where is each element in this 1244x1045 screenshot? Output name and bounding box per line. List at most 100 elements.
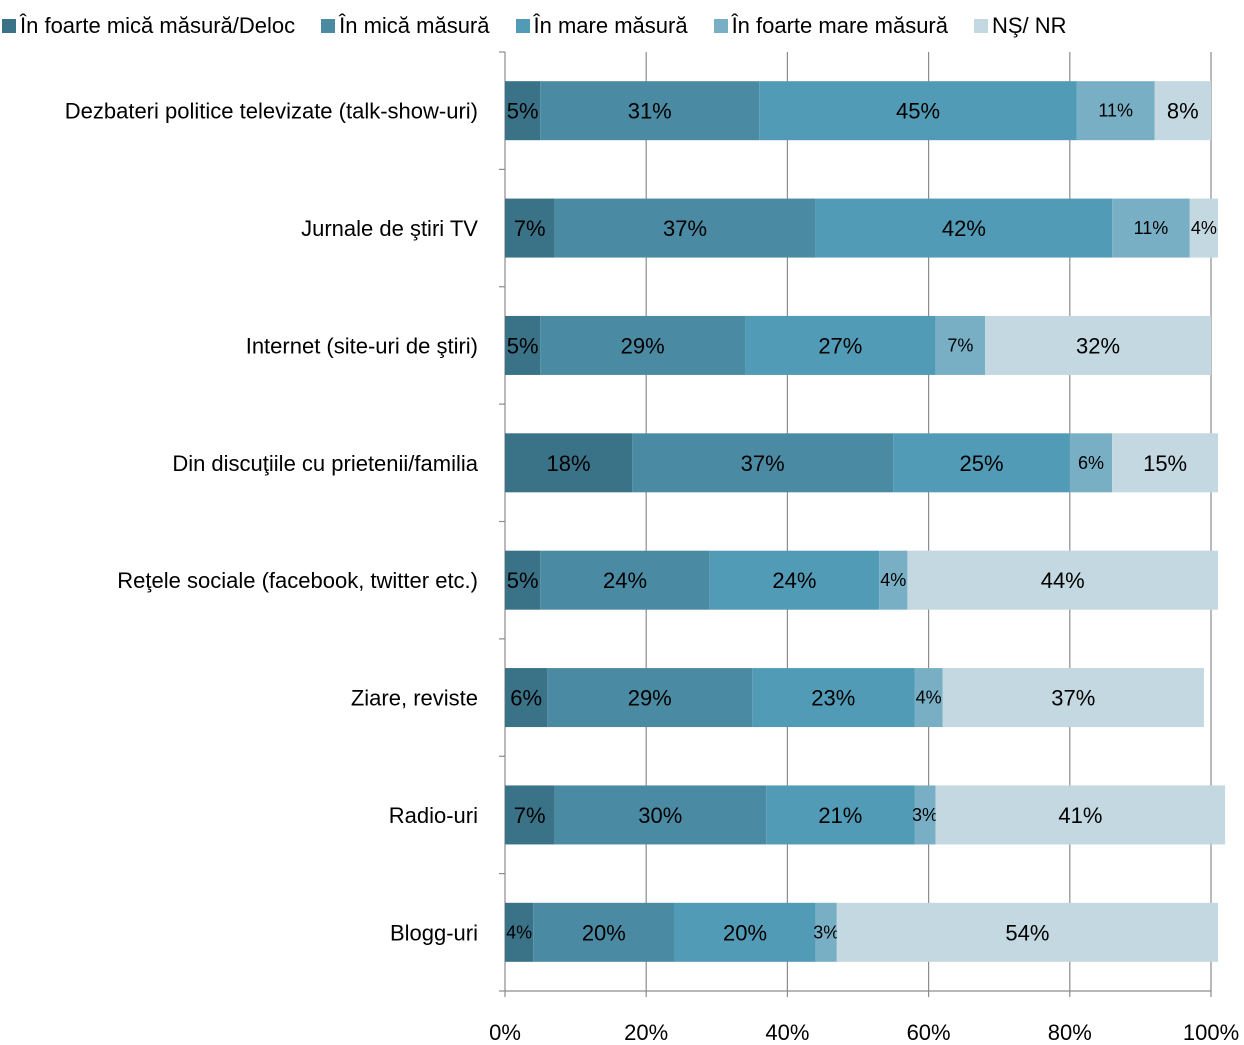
data-label: 24% [603, 568, 647, 593]
legend-swatch-ns-nr [974, 19, 988, 33]
data-label: 41% [1058, 803, 1102, 828]
bar-segment [815, 902, 837, 962]
legend-item-foarte-mica: În foarte mică măsură/Deloc [2, 13, 295, 39]
x-tick-label: 40% [765, 1020, 809, 1045]
legend-item-mica: În mică măsură [321, 13, 490, 39]
data-label: 37% [1051, 686, 1095, 711]
data-label: 29% [628, 686, 672, 711]
bar-segment [505, 785, 555, 845]
legend-item-foarte-mare: În foarte mare măsură [713, 13, 948, 39]
data-label: 27% [818, 333, 862, 358]
bar-segment [505, 198, 555, 258]
bar-segment [914, 668, 943, 728]
bar-segment [1112, 433, 1219, 493]
bar-segment [766, 785, 915, 845]
bar-segment [1189, 198, 1219, 258]
data-label: 4% [1191, 218, 1217, 238]
data-label: 4% [880, 570, 906, 590]
legend-swatch-mare [515, 19, 530, 33]
legend-label-foarte-mare: În foarte mare măsură [731, 13, 948, 38]
bar-segment [554, 198, 816, 258]
bar-segment [985, 315, 1211, 375]
bar-segment [893, 433, 1070, 493]
chart-legend: În foarte mică măsură/Deloc În mică măsu… [0, 10, 1244, 42]
data-label: 37% [741, 451, 785, 476]
bar-segment [547, 668, 753, 728]
data-label: 11% [1134, 218, 1169, 238]
data-label: 7% [514, 216, 546, 241]
data-label: 3% [813, 922, 839, 942]
data-label: 30% [638, 803, 682, 828]
data-label: 44% [1041, 568, 1085, 593]
data-label: 25% [960, 451, 1004, 476]
data-label: 11% [1098, 101, 1133, 121]
data-label: 15% [1143, 451, 1187, 476]
bar-segment [914, 785, 936, 845]
bar-segment [935, 315, 986, 375]
bar-segment [1076, 81, 1155, 141]
category-label: Radio-uri [389, 803, 478, 828]
data-label: 29% [621, 333, 665, 358]
bar-segment [505, 668, 548, 728]
data-label: 54% [1005, 920, 1049, 945]
category-label: Dezbateri politice televizate (talk-show… [65, 99, 478, 124]
bar-segment [554, 785, 767, 845]
category-label: Ziare, reviste [351, 686, 478, 711]
data-label: 7% [947, 335, 973, 355]
bar-segment [505, 902, 534, 962]
x-tick-label: 100% [1183, 1020, 1239, 1045]
bar-segment [815, 198, 1113, 258]
data-label: 4% [506, 922, 532, 942]
bar-segment [505, 81, 541, 141]
data-label: 5% [507, 568, 539, 593]
data-label: 42% [942, 216, 986, 241]
bar-segment [759, 81, 1077, 141]
category-label: Reţele sociale (facebook, twitter etc.) [117, 568, 478, 593]
bar-segment [935, 785, 1226, 845]
data-label: 18% [547, 451, 591, 476]
bar-segment [540, 315, 746, 375]
data-label: 4% [916, 688, 942, 708]
bar-segment [745, 315, 936, 375]
bar-segment [540, 550, 710, 610]
data-label: 20% [582, 920, 626, 945]
bar-segment [752, 668, 915, 728]
x-tick-label: 60% [907, 1020, 951, 1045]
bar-segment [907, 550, 1219, 610]
legend-swatch-foarte-mare [713, 19, 728, 33]
category-label: Din discuţiile cu prietenii/familia [172, 451, 478, 476]
x-tick-label: 0% [489, 1020, 521, 1045]
category-label: Jurnale de ştiri TV [301, 216, 478, 241]
bar-segment [1069, 433, 1113, 493]
data-label: 5% [507, 99, 539, 124]
data-label: 8% [1167, 99, 1199, 124]
category-label: Internet (site-uri de ştiri) [246, 333, 478, 358]
x-tick-label: 80% [1048, 1020, 1092, 1045]
legend-item-ns-nr: NŞ/ NR [974, 13, 1067, 39]
bar-segment [836, 902, 1219, 962]
bar-segment [709, 550, 880, 610]
data-label: 3% [912, 805, 938, 825]
legend-swatch-mica [321, 19, 336, 33]
legend-label-foarte-mica: În foarte mică măsură/Deloc [20, 13, 296, 38]
legend-label-mica: În mică măsură [339, 13, 490, 38]
data-label: 45% [896, 99, 940, 124]
data-label: 31% [628, 99, 672, 124]
bar-segment [505, 550, 541, 610]
data-label: 5% [507, 333, 539, 358]
x-tick-label: 20% [624, 1020, 668, 1045]
legend-item-mare: În mare măsură [515, 13, 688, 39]
legend-swatch-foarte-mica [2, 19, 16, 33]
bar-segment [879, 550, 908, 610]
data-label: 24% [772, 568, 816, 593]
bar-segment [1154, 81, 1211, 141]
data-label: 32% [1076, 333, 1120, 358]
category-label: Blogg-uri [390, 920, 478, 945]
bar-segment [540, 81, 760, 141]
data-label: 6% [1078, 453, 1104, 473]
bar-segment [505, 433, 633, 493]
data-label: 23% [811, 686, 855, 711]
legend-label-mare: În mare măsură [533, 13, 688, 38]
data-label: 6% [510, 686, 542, 711]
